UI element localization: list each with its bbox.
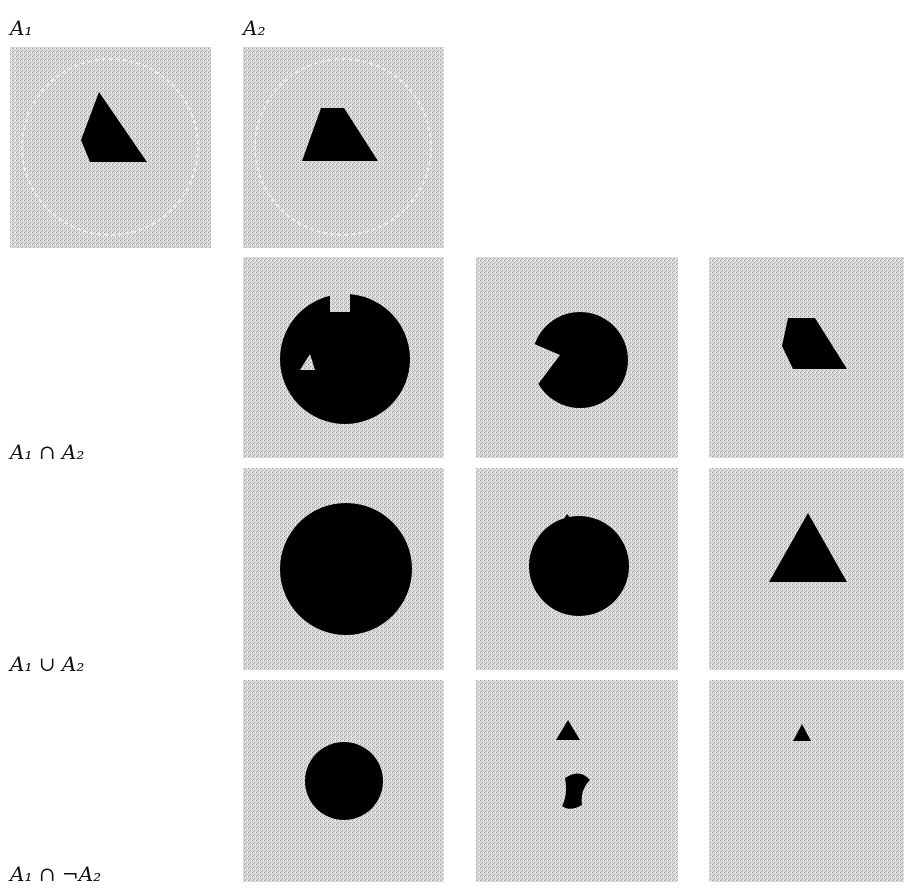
row-label: A₁ ∩ ¬A₂ [10, 862, 101, 886]
panel-r2c1 [243, 468, 444, 670]
panel-r3c3 [709, 680, 904, 882]
panel-r2c3 [709, 468, 904, 670]
figure: A₁ A₂ A₁ ∩ A₂ A₁ ∪ A₂ A₁ ∩ ¬A₂ [0, 0, 904, 888]
panel-r3c2 [476, 680, 678, 882]
panels [0, 0, 904, 888]
panel-r1c2 [476, 257, 678, 458]
panel-a2 [243, 47, 444, 248]
column-label: A₂ [243, 16, 265, 40]
row-label: A₁ ∪ A₂ [10, 652, 84, 676]
column-label: A₁ [10, 16, 32, 40]
panel-r1c1 [243, 257, 444, 458]
panel-r1c3 [709, 257, 904, 458]
panel-r2c2 [476, 468, 678, 670]
panel-a1 [10, 47, 211, 248]
panel-r3c1 [243, 680, 444, 882]
row-label: A₁ ∩ A₂ [10, 440, 84, 464]
